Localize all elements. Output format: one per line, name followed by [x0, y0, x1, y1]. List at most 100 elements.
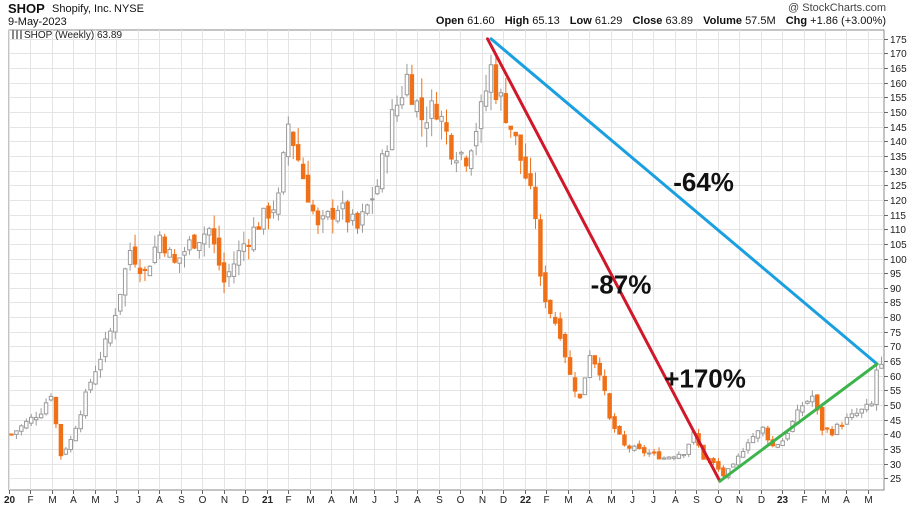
candle-body [340, 202, 345, 210]
candle [271, 200, 276, 219]
candle-body [172, 253, 177, 263]
candle [760, 426, 766, 437]
candle [464, 155, 469, 172]
candle-body [617, 425, 622, 435]
candle [384, 145, 390, 174]
candle-body [765, 427, 771, 441]
candle [577, 393, 583, 400]
candle [19, 424, 24, 436]
y-tick-label: 70 [890, 342, 902, 353]
candle-body [117, 293, 123, 312]
candle-body [449, 134, 454, 160]
candle [592, 354, 598, 369]
candle-body [192, 234, 197, 249]
candle-body [256, 226, 261, 230]
y-tick-label: 130 [890, 167, 907, 178]
candle [221, 252, 227, 294]
candle [498, 88, 504, 111]
x-tick-label: 20 [4, 495, 16, 506]
candle [310, 199, 316, 215]
candle-body [523, 156, 528, 179]
candle [666, 456, 672, 460]
candle-body [389, 109, 395, 151]
open-label: Open [435, 15, 465, 27]
candle [68, 435, 74, 453]
candle [711, 457, 716, 466]
candle-body [493, 64, 499, 101]
x-tick-label: M [306, 495, 314, 506]
candle [305, 160, 311, 203]
candle [281, 151, 286, 195]
candle [137, 259, 143, 283]
candle [53, 396, 59, 429]
candle-body [132, 246, 138, 265]
candle [627, 444, 632, 453]
trendline-layer [486, 37, 879, 483]
y-tick-label: 105 [890, 240, 907, 251]
x-tick-label: S [436, 495, 443, 506]
x-tick-label: O [199, 495, 207, 506]
candle-body [429, 100, 434, 119]
y-tick-label: 45 [890, 416, 902, 427]
candle [444, 109, 449, 145]
candle [360, 203, 365, 233]
candle-body [464, 157, 469, 167]
x-tick-label: A [843, 495, 850, 506]
x-tick-label: A [586, 495, 593, 506]
y-tick-label: 100 [890, 255, 907, 266]
candle-body [127, 250, 133, 266]
candle [810, 390, 815, 407]
low-value: 61.29 [594, 15, 623, 27]
chart-legend: SHOP (Weekly) 63.89 [12, 30, 122, 41]
x-tick-label: J [136, 495, 141, 506]
y-tick-label: 170 [890, 49, 907, 60]
candle [587, 350, 593, 379]
candle-body [399, 97, 405, 106]
candle [632, 444, 637, 452]
candle-body [503, 93, 509, 124]
candle-body [473, 130, 479, 147]
candle-body [800, 405, 805, 413]
candle [597, 357, 602, 381]
candle [642, 444, 647, 457]
candle-body [53, 396, 59, 425]
chg-value: +1.86 (+3.00%) [810, 15, 886, 27]
candle [834, 422, 840, 436]
candle-body [320, 215, 326, 220]
candle-body [711, 458, 716, 464]
candle-body [9, 433, 14, 436]
candle-body [553, 316, 558, 324]
candle-body [824, 427, 830, 430]
candle-body [202, 233, 207, 245]
trendline-blue-decline [489, 37, 879, 366]
candle-body [874, 369, 879, 405]
x-tick-label: J [114, 495, 119, 506]
candle [557, 312, 563, 341]
candle [370, 186, 375, 214]
x-tick-label: F [27, 495, 33, 506]
candle-body [557, 318, 563, 339]
x-tick-label: S [693, 495, 700, 506]
brand-watermark: @ StockCharts.com [788, 2, 886, 14]
candle [197, 241, 202, 259]
candle-body [162, 236, 167, 254]
candle-body [157, 234, 163, 254]
candle-body [137, 267, 143, 275]
ticker-symbol: SHOP [8, 1, 45, 16]
volume-label: Volume [703, 15, 742, 27]
candle-body [19, 425, 24, 432]
candle-body [63, 448, 69, 455]
candle [548, 299, 553, 319]
candle-body [750, 435, 756, 444]
candle [295, 128, 301, 162]
candle-body [834, 423, 840, 436]
exchange-name: NYSE [114, 3, 144, 15]
candle-body [271, 209, 276, 214]
candle [167, 247, 172, 258]
candle [750, 432, 756, 444]
candle-body [182, 251, 187, 256]
high-value: 65.13 [532, 15, 560, 27]
company-name: Shopify, Inc. [52, 3, 112, 15]
candle [48, 393, 54, 402]
candle [187, 236, 192, 255]
